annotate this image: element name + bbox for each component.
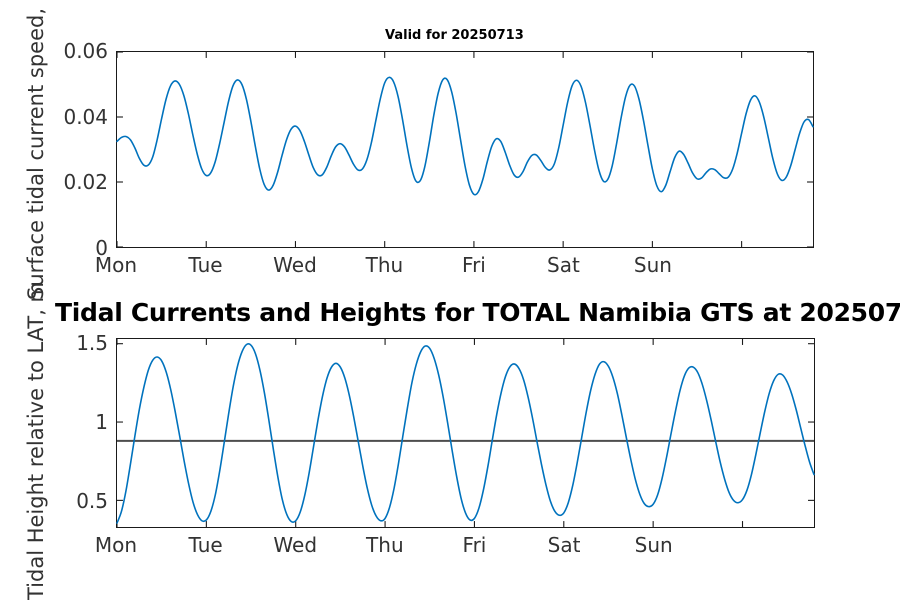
chart-subtitle-valid-for: Valid for 20250713 bbox=[385, 28, 524, 43]
current-speed-plot-area bbox=[116, 51, 814, 248]
x-tick-label: Fri bbox=[462, 253, 486, 277]
chart-current-speed bbox=[116, 51, 814, 248]
y-tick-label: 1.5 bbox=[76, 330, 108, 355]
y-tick-label: 0.04 bbox=[63, 104, 108, 129]
y-tick-label: 1 bbox=[95, 409, 108, 434]
data-series-line bbox=[116, 76, 814, 196]
y-tick-label: 0.02 bbox=[63, 170, 108, 195]
x-tick-label: Sun bbox=[634, 533, 673, 557]
tidal-height-plot-area bbox=[116, 339, 815, 527]
x-tick-label: Mon bbox=[94, 533, 138, 557]
x-tick-label: Tue bbox=[188, 533, 223, 557]
x-tick-label: Sat bbox=[547, 253, 580, 277]
x-tick-label: Sat bbox=[547, 533, 581, 557]
x-tick-label: Tue bbox=[188, 253, 223, 277]
y-tick-label: 0 bbox=[95, 236, 108, 260]
x-tick-label: Thu bbox=[365, 253, 404, 277]
x-tick-label: Sun bbox=[633, 253, 672, 277]
data-series-line bbox=[116, 343, 815, 524]
x-tick-label: Mon bbox=[94, 253, 138, 277]
x-tick-label: Wed bbox=[273, 533, 318, 557]
x-tick-label: Fri bbox=[462, 533, 487, 557]
x-tick-label: Thu bbox=[366, 533, 404, 557]
y-tick-label: 0.5 bbox=[76, 489, 108, 514]
y-axis-label-tidal-height: Tidal Height relative to LAT, m bbox=[24, 281, 48, 600]
page-title: Tidal Currents and Heights for TOTAL Nam… bbox=[55, 298, 900, 327]
y-tick-label: 0.06 bbox=[63, 39, 108, 63]
x-tick-label: Wed bbox=[273, 253, 317, 277]
chart-tidal-height bbox=[116, 338, 815, 528]
